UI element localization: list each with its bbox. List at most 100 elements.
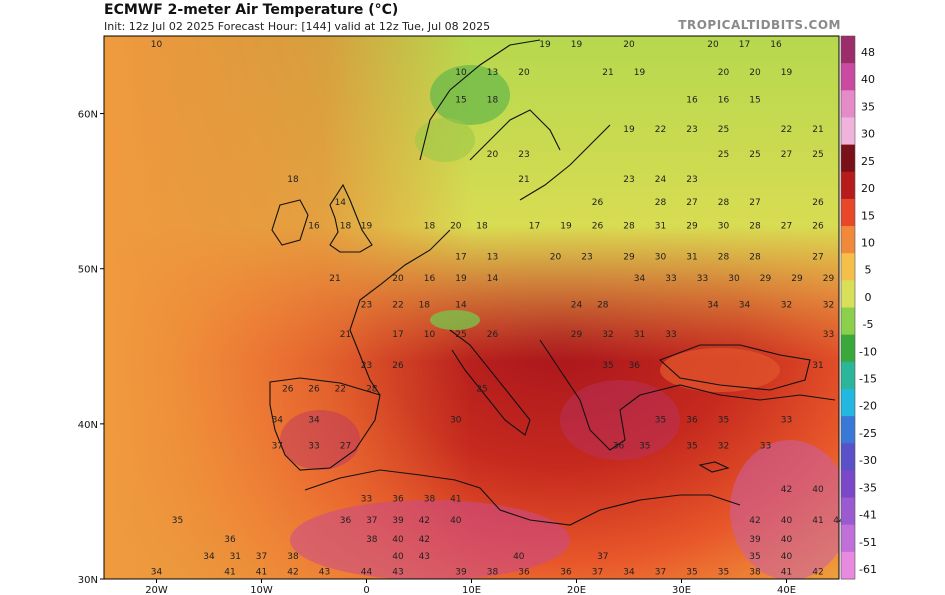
colorbar-swatch: [841, 470, 855, 499]
temperature-value: 23: [361, 361, 372, 371]
temperature-value: 33: [823, 330, 834, 340]
temperature-value: 35: [172, 516, 183, 526]
temperature-value: 15: [749, 96, 760, 106]
temperature-value: 20: [749, 68, 761, 78]
colorbar-label: -61: [859, 563, 877, 576]
temperature-value: 31: [655, 221, 666, 231]
temperature-value: 42: [781, 485, 792, 495]
temperature-value: 36: [392, 494, 404, 504]
temperature-value: 25: [476, 384, 487, 394]
temperature-value: 34: [707, 301, 719, 311]
temperature-value: 34: [634, 274, 646, 284]
longitude-tick-label: 20W: [145, 585, 168, 595]
temperature-value: 29: [791, 274, 803, 284]
temperature-value: 27: [812, 252, 823, 262]
colorbar-swatch: [841, 198, 855, 227]
temperature-value: 24: [571, 301, 583, 311]
temperature-value: 20: [450, 221, 462, 231]
colorbar-label: 25: [861, 155, 875, 168]
temperature-value: 41: [812, 516, 823, 526]
longitude-tick-label: 20E: [567, 585, 586, 595]
latitude-tick-label: 30N: [78, 575, 98, 586]
temperature-value: 21: [518, 175, 529, 185]
longitude-axis: 20W 10W 0 10E 20E 30E 40E: [145, 579, 796, 595]
temperature-value: 23: [581, 252, 592, 262]
temperature-value: 19: [361, 221, 373, 231]
temperature-value: 39: [392, 516, 404, 526]
temperature-value: 27: [781, 221, 792, 231]
temperature-value: 35: [655, 415, 666, 425]
temperature-value: 26: [392, 361, 404, 371]
colorbar-swatch: [841, 416, 855, 444]
temperature-value: 40: [392, 552, 404, 562]
longitude-tick-label: 10W: [250, 585, 273, 595]
temperature-value: 36: [560, 567, 572, 577]
colorbar-swatch: [841, 334, 855, 363]
temperature-value: 26: [812, 198, 824, 208]
colorbar-label: 30: [861, 128, 875, 141]
colorbar-swatch: [841, 551, 855, 580]
temperature-value: 33: [760, 442, 771, 452]
temperature-value: 25: [718, 150, 729, 160]
temperature-value: 29: [571, 330, 583, 340]
temperature-value: 34: [151, 567, 163, 577]
temperature-value: 40: [450, 516, 462, 526]
temperature-value: 40: [513, 552, 525, 562]
colorbar-border: [840, 35, 856, 580]
temperature-value: 14: [487, 274, 499, 284]
colorbar-swatch: [841, 36, 855, 64]
temperature-value: 19: [560, 221, 572, 231]
source-credit: TROPICALTIDBITS.COM: [678, 18, 841, 32]
temperature-value: 27: [781, 150, 792, 160]
temperature-value: 27: [749, 198, 760, 208]
temperature-value: 38: [366, 535, 378, 545]
temperature-value-labels: 10 19 19 20 20 17 16 10 13 20 21 19 20 20 19 15 18 16 16 15…: [151, 40, 845, 577]
longitude-tick-label: 0: [363, 585, 369, 595]
colorbar-label: 40: [861, 73, 875, 86]
temperature-value: 33: [665, 330, 676, 340]
temperature-value: 16: [308, 221, 320, 231]
temperature-value: 13: [487, 68, 498, 78]
temperature-value: 22: [655, 125, 666, 135]
temperature-value: 36: [518, 567, 530, 577]
temperature-value: 10: [424, 330, 436, 340]
temperature-value: 26: [592, 221, 604, 231]
colorbar-label: -10: [859, 345, 877, 358]
colorbar-label: -35: [859, 481, 877, 494]
map-title: ECMWF 2-meter Air Temperature (°C): [104, 2, 399, 18]
temperature-value: 34: [308, 415, 320, 425]
temperature-value: 18: [340, 221, 352, 231]
temperature-value: 31: [686, 252, 697, 262]
temperature-value: 14: [455, 301, 467, 311]
temperature-value: 17: [529, 221, 540, 231]
colorbar-swatch: [841, 388, 855, 417]
temperature-value: 34: [739, 301, 751, 311]
colorbar-swatch: [841, 361, 855, 390]
temperature-value: 33: [361, 494, 372, 504]
temperature-value: 22: [335, 384, 346, 394]
temperature-value: 32: [781, 301, 792, 311]
colorbar-swatch: [841, 144, 855, 173]
temperature-value: 20: [487, 150, 499, 160]
temperature-value: 10: [151, 40, 163, 50]
temperature-value: 37: [256, 552, 267, 562]
colorbar-label: 35: [861, 100, 875, 113]
temperature-value: 17: [455, 252, 466, 262]
temperature-value: 29: [686, 221, 698, 231]
colorbar-swatch: [841, 226, 855, 254]
temperature-value: 23: [361, 301, 372, 311]
temperature-value: 16: [770, 40, 782, 50]
temperature-value: 38: [287, 552, 299, 562]
temperature-value: 30: [655, 252, 667, 262]
map-subtitle: Init: 12z Jul 02 2025 Forecast Hour: [14…: [104, 20, 491, 33]
temperature-value: 37: [366, 516, 377, 526]
temperature-value: 37: [592, 567, 603, 577]
temperature-value: 20: [518, 68, 530, 78]
temperature-value: 33: [308, 442, 319, 452]
colorbar-label: 48: [861, 46, 875, 59]
temperature-value: 13: [487, 252, 498, 262]
temperature-value: 21: [812, 125, 823, 135]
temperature-value: 25: [455, 330, 466, 340]
temperature-field: [104, 36, 839, 579]
